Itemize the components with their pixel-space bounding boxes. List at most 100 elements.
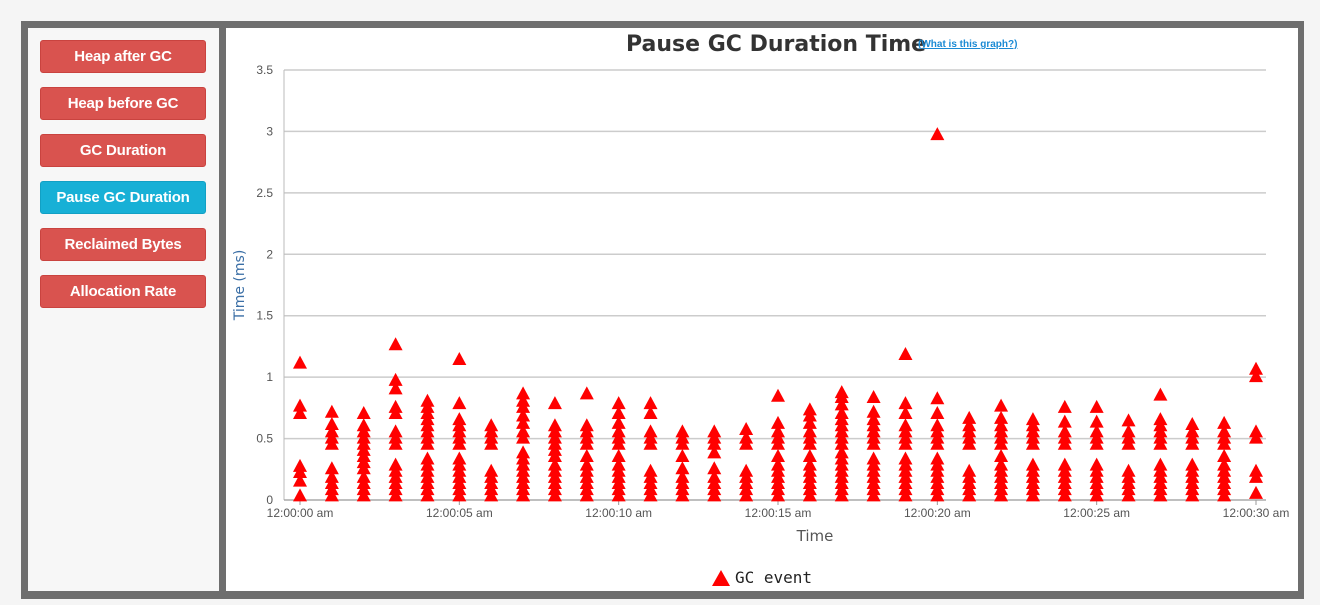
data-point [675,461,690,475]
data-point [1217,415,1232,429]
data-point [643,463,658,477]
legend-triangle-icon [712,569,730,586]
legend-label: GC event [735,568,813,587]
data-point [611,449,626,462]
data-point [1121,413,1136,427]
data-point [1121,424,1136,438]
data-point [771,449,785,462]
data-point [1057,399,1072,413]
data-point [834,445,849,459]
reclaimed-bytes-button[interactable]: Reclaimed Bytes [40,228,206,261]
data-point [611,396,626,410]
data-point [994,457,1009,471]
data-point [1089,457,1104,471]
pause-gc-duration-button[interactable]: Pause GC Duration [40,181,206,214]
data-point [771,457,785,471]
data-point [643,424,658,438]
data-point [324,461,339,475]
data-point [643,406,658,419]
data-point [802,415,817,429]
data-point [1217,457,1232,471]
data-point [1025,412,1040,426]
data-point [579,449,594,462]
data-point [1121,463,1136,477]
allocation-rate-button[interactable]: Allocation Rate [40,275,206,308]
data-point [834,406,849,419]
data-point [707,461,722,475]
data-point [516,393,531,407]
data-point [484,418,499,432]
data-point [356,418,371,432]
data-point [834,385,849,399]
data-point [994,410,1009,424]
data-point [675,424,690,438]
data-point [1153,412,1168,426]
what-is-this-graph-link[interactable]: (What is this graph?) [918,39,1018,50]
data-point [293,406,307,419]
data-point [1249,485,1263,499]
data-point [1153,387,1168,401]
data-point [293,488,307,502]
data-point [293,355,307,369]
data-point [579,418,594,432]
data-point [994,398,1009,412]
data-point [579,386,594,400]
chart-panel: Pause GC Duration Time (What is this gra… [226,28,1298,591]
sidebar: Heap after GC Heap before GC GC Duration… [28,28,219,591]
y-tick-label: 2.5 [256,186,273,200]
data-point [1057,414,1072,428]
data-point [1089,414,1104,428]
data-point [707,424,722,438]
data-point [579,457,594,471]
x-tick-label: 12:00:30 am [1223,506,1290,520]
x-tick-label: 12:00:20 am [904,506,971,520]
x-tick-label: 12:00:10 am [585,506,652,520]
data-point [898,418,913,432]
data-point [930,418,945,432]
data-point [324,417,339,431]
data-point [962,410,977,424]
data-point [547,457,562,471]
data-point [1217,449,1232,462]
data-point [516,424,531,438]
data-point [611,406,626,419]
data-point [611,424,626,438]
data-point [930,451,945,465]
data-point [834,397,849,411]
data-point [356,406,371,419]
data-point [388,337,403,351]
data-point [611,415,626,429]
data-point [324,424,339,438]
data-point [930,127,945,141]
data-point [898,347,913,361]
data-point [802,457,817,471]
y-tick-label: 0 [266,493,273,507]
data-point [898,396,913,410]
x-tick-label: 12:00:00 am [267,506,334,520]
data-point [1185,417,1200,431]
data-point [293,398,307,412]
x-tick-label: 12:00:05 am [426,506,493,520]
data-point [452,351,467,365]
data-point [356,469,371,483]
data-point [420,393,435,407]
data-point [771,415,785,429]
data-point [293,473,307,487]
heap-before-gc-button[interactable]: Heap before GC [40,87,206,120]
data-point [739,421,754,435]
y-tick-label: 0.5 [256,432,273,446]
heap-after-gc-button[interactable]: Heap after GC [40,40,206,73]
data-point [1249,369,1263,383]
data-point [388,424,403,438]
data-point [930,406,945,419]
chart-title: Pause GC Duration Time [626,32,927,57]
data-point [962,418,977,432]
data-point [930,391,945,405]
data-point [898,406,913,419]
data-point [420,451,435,465]
data-point [707,445,722,459]
data-point [898,451,913,465]
gc-duration-button[interactable]: GC Duration [40,134,206,167]
data-point [611,457,626,471]
legend[interactable]: GC event [712,568,812,587]
